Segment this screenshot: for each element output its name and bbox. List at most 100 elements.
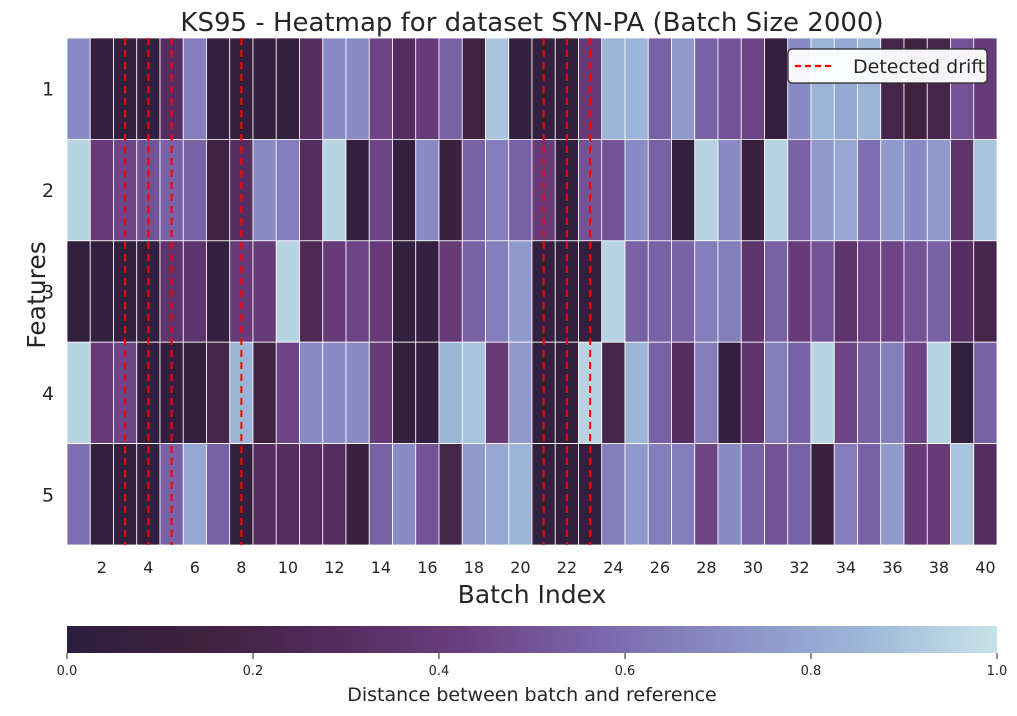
- heatmap-cell: [415, 138, 440, 242]
- heatmap-cell: [601, 443, 626, 546]
- heatmap-cell: [485, 443, 510, 546]
- heatmap-cell: [903, 443, 928, 546]
- heatmap-cell: [880, 240, 905, 343]
- heatmap-cell: [206, 138, 231, 242]
- heatmap-cell: [461, 240, 486, 343]
- heatmap-cell: [299, 443, 324, 546]
- x-tick-label: 28: [696, 558, 716, 577]
- heatmap-cell: [368, 138, 393, 242]
- heatmap-cell: [857, 138, 882, 242]
- heatmap-cell: [973, 240, 998, 343]
- heatmap-cell: [415, 341, 440, 445]
- heatmap-cell: [694, 138, 719, 242]
- heatmap-cell: [671, 138, 696, 242]
- heatmap-cell: [392, 37, 417, 140]
- heatmap-cell: [368, 240, 393, 343]
- colorbar: [67, 626, 997, 653]
- heatmap-cell: [857, 443, 882, 546]
- heatmap-cell: [810, 443, 835, 546]
- heatmap-cell: [833, 341, 858, 445]
- heatmap-cell: [66, 240, 91, 343]
- heatmap-cell: [345, 138, 370, 242]
- heatmap-cell: [206, 37, 231, 140]
- heatmap-cell: [368, 37, 393, 140]
- heatmap-cell: [485, 138, 510, 242]
- heatmap-cell: [252, 240, 277, 343]
- heatmap-cell: [252, 138, 277, 242]
- colorbar-tick-label: 0.6: [615, 664, 636, 679]
- heatmap-cell: [89, 138, 114, 242]
- heatmap-cell: [787, 240, 812, 343]
- legend-drift-label: Detected drift: [853, 56, 985, 78]
- heatmap-cell: [926, 341, 951, 445]
- heatmap-cell: [182, 341, 207, 445]
- x-tick-label: 26: [650, 558, 670, 577]
- heatmap-cell: [89, 443, 114, 546]
- heatmap-cell: [368, 341, 393, 445]
- heatmap-cell: [531, 138, 556, 242]
- heatmap-cell: [973, 138, 998, 242]
- heatmap-cell: [322, 138, 347, 242]
- heatmap-cell: [833, 138, 858, 242]
- heatmap-cell: [415, 443, 440, 546]
- heatmap-cell: [624, 37, 649, 140]
- x-tick-label: 36: [882, 558, 902, 577]
- heatmap-cell: [275, 37, 300, 140]
- heatmap-cell: [950, 138, 975, 242]
- heatmap-cell: [461, 138, 486, 242]
- colorbar-tick-label: 1.0: [987, 664, 1008, 679]
- heatmap-cell: [740, 443, 765, 546]
- heatmap-cell: [485, 341, 510, 445]
- colorbar-tick-label: 0.8: [801, 664, 822, 679]
- heatmap-cell: [601, 138, 626, 242]
- x-axis-label: Batch Index: [458, 580, 607, 609]
- heatmap-cell: [252, 37, 277, 140]
- y-axis-label: Features: [22, 241, 51, 349]
- heatmap-cell: [299, 341, 324, 445]
- heatmap-cell: [740, 341, 765, 445]
- heatmap-cell: [206, 443, 231, 546]
- heatmap-cell: [647, 443, 672, 546]
- heatmap-cell: [740, 37, 765, 140]
- heatmap-cell: [764, 341, 789, 445]
- heatmap-cell: [66, 341, 91, 445]
- heatmap-cell: [857, 240, 882, 343]
- heatmap-cell: [694, 240, 719, 343]
- heatmap-cell: [182, 37, 207, 140]
- heatmap-cell: [647, 341, 672, 445]
- heatmap-cell: [740, 240, 765, 343]
- heatmap-cell: [717, 341, 742, 445]
- x-tick-labels: 2 4 6 8 10 12 14 16 18 20 22 24 26 28 30 32 34 36 38 40: [97, 558, 996, 577]
- heatmap-cell: [275, 341, 300, 445]
- heatmap-cell: [810, 341, 835, 445]
- heatmap-cell: [880, 341, 905, 445]
- heatmap-cell: [950, 443, 975, 546]
- heatmap-cell: [89, 240, 114, 343]
- heatmap-cell: [880, 138, 905, 242]
- heatmap-cell: [950, 240, 975, 343]
- heatmap-cell: [787, 138, 812, 242]
- heatmap-cell: [857, 341, 882, 445]
- colorbar-tick-label: 0.0: [57, 664, 78, 679]
- heatmap-cell: [322, 240, 347, 343]
- heatmap-cell: [810, 138, 835, 242]
- heatmap-cell: [438, 37, 463, 140]
- heatmap-cell: [624, 240, 649, 343]
- heatmap-cell: [299, 138, 324, 242]
- heatmap-cell: [206, 341, 231, 445]
- heatmap-cell: [415, 240, 440, 343]
- legend-box: [787, 48, 988, 84]
- heatmap-cell: [764, 37, 789, 140]
- heatmap-cell: [624, 443, 649, 546]
- heatmap-cell: [252, 443, 277, 546]
- heatmap-cell: [345, 37, 370, 140]
- x-tick-label: 8: [236, 558, 246, 577]
- x-tick-label: 12: [324, 558, 344, 577]
- heatmap-cell: [950, 341, 975, 445]
- heatmap-cell: [66, 443, 91, 546]
- heatmap-cell: [671, 341, 696, 445]
- heatmap-cell: [671, 37, 696, 140]
- heatmap-cell: [717, 37, 742, 140]
- heatmap-cell: [787, 443, 812, 546]
